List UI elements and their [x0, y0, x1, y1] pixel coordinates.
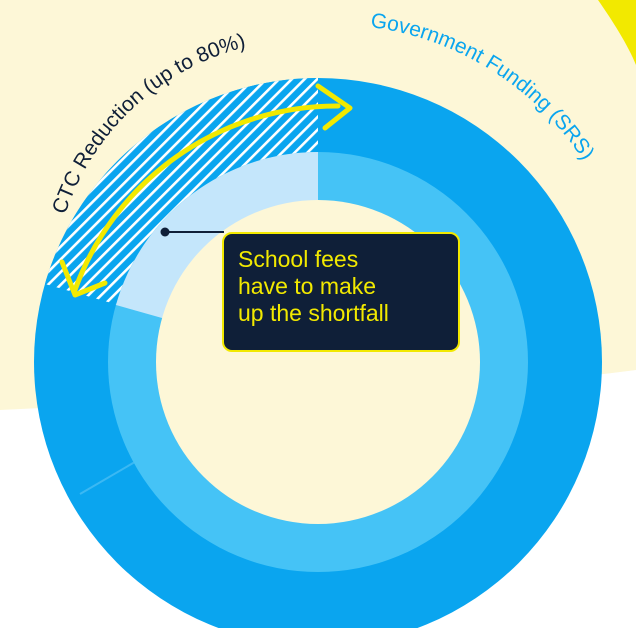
callout-line-3: up the shortfall: [238, 300, 389, 326]
callout-line-2: have to make: [238, 273, 377, 299]
arrow-head-end: [315, 83, 353, 131]
callout-line-1: School fees: [238, 246, 359, 272]
corner-accent: [598, 0, 636, 65]
arrow-head-start: [59, 259, 108, 298]
range-arrow: [72, 103, 341, 293]
shortfall-callout: School fees have to make up the shortfal…: [222, 232, 460, 352]
pointer-dot: [160, 227, 170, 237]
